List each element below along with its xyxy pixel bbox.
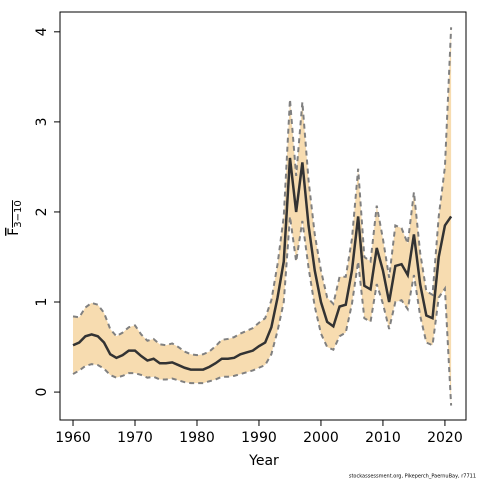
y-axis-label-sub: 3−10: [13, 200, 24, 227]
estimate-line: [72, 157, 453, 371]
y-tick-label: 4: [34, 27, 50, 36]
x-tick-label: 1960: [55, 430, 91, 446]
plot-frame: [59, 11, 467, 421]
y-tick-label: 3: [34, 117, 50, 126]
x-tick-label: 1980: [179, 430, 215, 446]
y-tick-label: 0: [34, 388, 50, 397]
x-axis-label: Year: [248, 453, 279, 469]
y-axis-label: F3−10: [6, 200, 24, 236]
x-tick-label: 1990: [241, 430, 277, 446]
x-tick-label: 1970: [117, 430, 153, 446]
footer: stockassessment.org, Pikeperch_PaernuBay…: [349, 474, 476, 480]
band-upper-edge: [72, 27, 453, 357]
y-tick-label: 1: [34, 298, 50, 307]
y-axis-label-group: F3−10: [6, 200, 24, 236]
x-tick-label: 2010: [365, 430, 401, 446]
band-lower-edge: [72, 216, 453, 406]
y-axis-label-main: F: [6, 228, 22, 236]
x-tick-label: 2020: [427, 430, 463, 446]
confidence-band: [73, 27, 452, 406]
y-tick-label: 2: [34, 207, 50, 216]
x-tick-label: 2000: [303, 430, 339, 446]
